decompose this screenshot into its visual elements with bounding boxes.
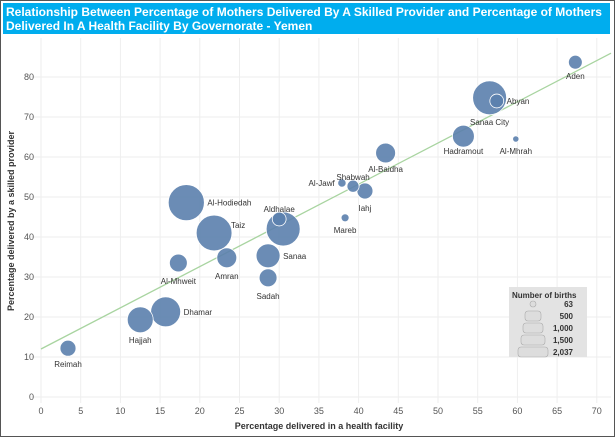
point-label: Abyan <box>507 97 530 106</box>
y-tick-label: 10 <box>24 352 34 362</box>
legend-size-label: 2,037 <box>553 348 574 357</box>
y-tick-label: 40 <box>24 232 34 242</box>
x-tick-label: 65 <box>552 406 562 416</box>
legend-size-marker <box>517 346 549 358</box>
trend-line <box>40 52 612 350</box>
y-tick-label: 20 <box>24 312 34 322</box>
point-label: Taiz <box>231 221 245 230</box>
point-label: Al-Jawf <box>308 179 335 188</box>
point-label: Reimah <box>54 360 82 369</box>
data-point <box>195 214 233 252</box>
data-point <box>150 296 182 328</box>
point-label: Shabwah <box>336 173 369 182</box>
legend-size-label: 500 <box>560 312 574 321</box>
point-label: Al-Mhrah <box>500 147 532 156</box>
legend-size-marker <box>529 300 537 308</box>
x-tick-label: 40 <box>354 406 364 416</box>
point-label: Sanaa <box>283 252 307 261</box>
data-point <box>258 268 278 288</box>
x-tick-label: 70 <box>592 406 602 416</box>
y-tick-label: 80 <box>24 72 34 82</box>
legend-size-label: 63 <box>564 300 573 309</box>
data-point <box>169 253 188 273</box>
y-axis-label: Percentage delivered by a skilled provid… <box>6 130 16 311</box>
legend-title: Number of births <box>512 291 577 300</box>
point-label: Al-Baidha <box>368 165 403 174</box>
point-label: Mareb <box>334 226 357 235</box>
x-tick-label: 10 <box>115 406 125 416</box>
point-label: Dhamar <box>184 308 213 317</box>
data-point <box>337 178 347 188</box>
legend-size-marker <box>524 310 542 322</box>
x-axis-label: Percentage delivered in a health facilit… <box>235 421 404 431</box>
data-point <box>489 93 505 109</box>
x-tick-label: 15 <box>155 406 165 416</box>
size-legend <box>509 287 587 357</box>
point-label: Aden <box>566 72 585 81</box>
chart-title: Relationship Between Percentage of Mothe… <box>3 3 610 34</box>
data-point <box>340 213 350 223</box>
legend-size-label: 1,000 <box>553 324 574 333</box>
point-label: Hadramout <box>444 147 484 156</box>
x-tick-label: 55 <box>473 406 483 416</box>
legend-size-marker <box>522 322 544 334</box>
data-point <box>255 243 281 269</box>
point-label: Sanaa City <box>470 118 509 127</box>
x-tick-label: 5 <box>78 406 83 416</box>
data-point <box>568 54 583 70</box>
legend-size-marker <box>520 334 546 346</box>
point-label: Amran <box>215 272 239 281</box>
data-point <box>346 179 360 193</box>
x-tick-label: 60 <box>512 406 522 416</box>
y-tick-label: 60 <box>24 152 34 162</box>
data-point <box>59 339 77 357</box>
data-point <box>126 306 154 334</box>
data-point <box>271 211 287 227</box>
y-tick-label: 0 <box>29 392 34 402</box>
point-label: Al-Hodiedah <box>207 199 251 208</box>
data-point <box>452 124 475 148</box>
y-tick-label: 50 <box>24 192 34 202</box>
x-tick-label: 35 <box>314 406 324 416</box>
legend-size-label: 1,500 <box>553 336 574 345</box>
x-tick-label: 45 <box>393 406 403 416</box>
x-tick-label: 30 <box>274 406 284 416</box>
x-tick-label: 25 <box>234 406 244 416</box>
x-tick-label: 20 <box>195 406 205 416</box>
y-tick-label: 30 <box>24 272 34 282</box>
data-point <box>167 184 205 222</box>
x-tick-label: 50 <box>433 406 443 416</box>
point-label: Iahj <box>358 204 371 213</box>
data-point <box>375 142 396 164</box>
data-point <box>216 247 238 269</box>
point-label: Sadah <box>257 292 280 301</box>
point-label: Al-Mhweit <box>161 277 197 286</box>
y-tick-label: 70 <box>24 112 34 122</box>
data-point <box>512 135 520 143</box>
point-label: Hajjah <box>129 336 152 345</box>
point-label: Aldhalae <box>264 205 296 214</box>
x-tick-label: 0 <box>38 406 43 416</box>
